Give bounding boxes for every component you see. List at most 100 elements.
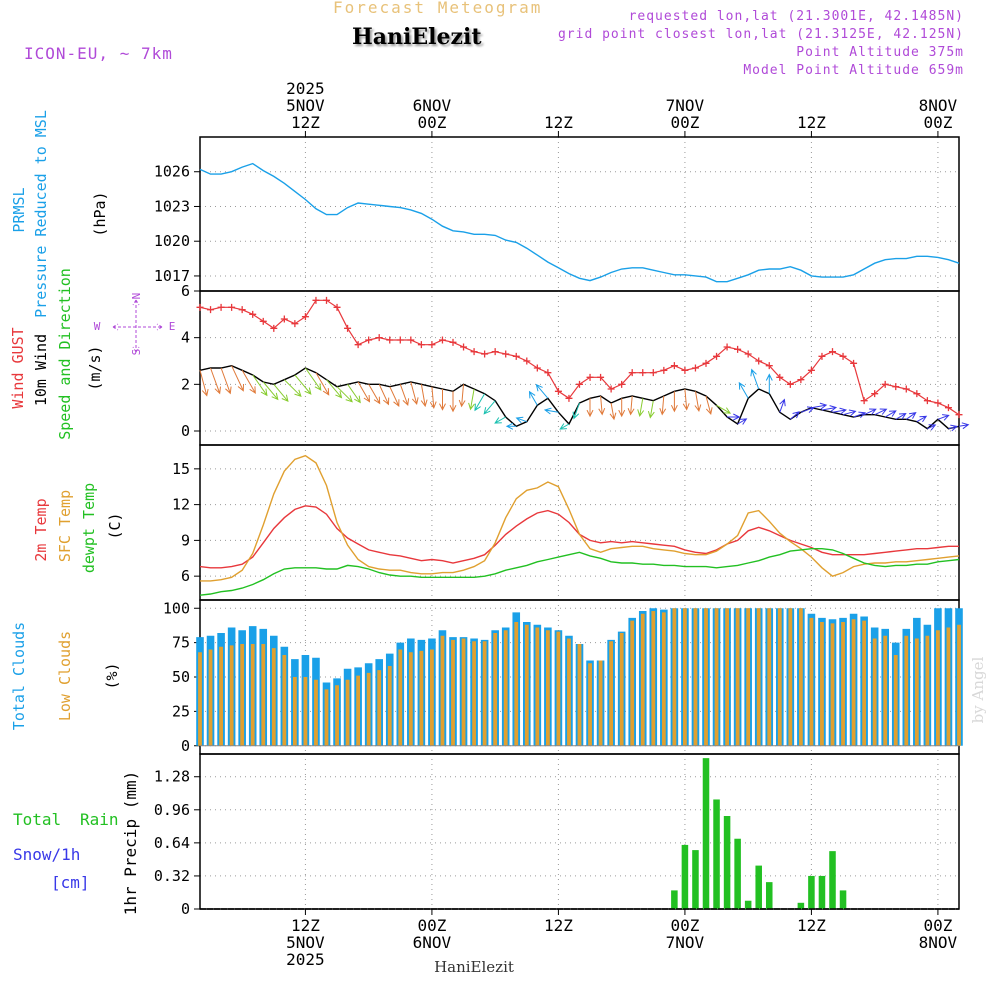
chart-title: Forecast Meteogram <box>333 0 543 17</box>
wind-gust-marker <box>934 399 942 407</box>
wind-gust-marker <box>417 341 425 349</box>
wind-arrow <box>410 381 419 405</box>
y-tick-label: 1023 <box>154 197 190 215</box>
x-tick-label-top: 00Z <box>923 113 952 132</box>
wind-arrow <box>543 407 559 415</box>
wind-arrow <box>304 367 322 391</box>
wind-gust-marker <box>428 341 436 349</box>
y-axis-title: (hPa) <box>91 191 109 236</box>
low-cloud-bar <box>872 638 877 746</box>
y-tick-label: 1026 <box>154 163 190 181</box>
wind-gust-marker <box>765 362 773 370</box>
wind-gust-marker <box>892 383 900 391</box>
wind-arrow <box>474 393 486 412</box>
wind-gust-marker <box>460 343 468 351</box>
precip-bar <box>765 882 773 909</box>
low-cloud-bar <box>820 622 824 746</box>
y-tick-label: 1020 <box>154 232 190 250</box>
low-cloud-bar <box>914 638 919 746</box>
y-axis-title: 1hr Precip (mm) <box>121 771 140 916</box>
wind-gust-marker <box>576 380 583 388</box>
x-tick-label-top: 12Z <box>797 113 826 132</box>
wind-arrow <box>821 405 838 412</box>
wind-arrow <box>231 365 244 392</box>
panel-frame <box>199 136 960 292</box>
panel-frame <box>199 290 960 446</box>
low-cloud-bar <box>756 608 761 746</box>
wind-arrow <box>637 398 645 417</box>
temp-line-sfc-temp <box>200 454 960 582</box>
x-tick-label-bottom: 00Z <box>670 916 699 935</box>
x-tick-label-bottom: 00Z <box>923 916 952 935</box>
wind-arrow <box>779 398 786 413</box>
wind-arrow <box>220 367 232 395</box>
wind-gust-marker <box>902 385 910 393</box>
wind-arrow <box>505 422 517 430</box>
wind-arrow <box>468 388 475 411</box>
location-name: HaniElezit <box>352 24 482 50</box>
low-cloud-bar <box>271 648 276 746</box>
wind-gust-marker <box>523 357 531 365</box>
precip-label-cm: [cm] <box>51 873 90 892</box>
x-tick-label-top: 7NOV <box>666 96 705 115</box>
wind-gust-marker <box>207 306 215 314</box>
temp-line-2m-temp <box>199 505 959 569</box>
wind-arrow <box>811 402 828 410</box>
wind-arrow <box>618 398 626 418</box>
wind-gust-marker <box>797 376 805 384</box>
y-tick-label: 1017 <box>154 267 190 285</box>
low-cloud-bar <box>324 689 329 746</box>
wind-gust-marker <box>249 310 257 318</box>
wind-arrow <box>283 379 302 397</box>
wind-arrow <box>948 424 958 432</box>
low-cloud-bar <box>240 644 245 746</box>
wind-arrow <box>458 384 466 408</box>
wind-gust-marker <box>544 369 552 377</box>
wind-gust-marker <box>407 336 415 344</box>
low-cloud-bar <box>567 638 571 746</box>
low-cloud-bar <box>335 685 339 746</box>
wind-gust-marker <box>354 341 362 349</box>
wind-arrow <box>294 374 312 395</box>
low-cloud-bar <box>440 635 445 746</box>
x-tick-label-top: 8NOV <box>919 96 958 115</box>
precip-bar <box>818 875 826 909</box>
y-tick-label: 75 <box>172 634 190 652</box>
precip-label-snow: Snow/1h <box>13 845 80 864</box>
wind-arrow <box>694 391 702 413</box>
low-cloud-bar <box>545 630 550 746</box>
wind-arrow <box>842 409 857 417</box>
wind-arrow <box>326 379 343 399</box>
wind-arrow <box>884 410 897 418</box>
wind-arrow <box>262 381 279 401</box>
x-tick-label-bottom: 5NOV <box>286 933 325 952</box>
low-cloud-bar <box>788 608 793 746</box>
wind-arrow <box>210 367 221 395</box>
y-tick-label: 4 <box>181 329 190 347</box>
low-cloud-bar <box>672 608 677 746</box>
low-cloud-bar <box>472 641 476 746</box>
wind-gust-marker <box>723 343 731 351</box>
wind-gust-marker <box>807 366 815 374</box>
precip-bar <box>744 900 752 909</box>
wind-gust-marker <box>691 364 699 372</box>
wind-gust-marker <box>375 334 383 342</box>
wind-arrow <box>315 372 330 396</box>
wind-gust-marker <box>607 385 615 393</box>
wind-gust-marker <box>280 315 288 323</box>
low-cloud-bar <box>387 666 392 746</box>
wind-gust-marker <box>323 296 330 304</box>
precip-bar <box>671 890 678 909</box>
y-axis-title: (%) <box>103 662 121 689</box>
wind-arrow <box>420 384 428 408</box>
y-tick-label: 0 <box>181 900 190 918</box>
wind-gust-line <box>199 299 960 416</box>
low-cloud-bar <box>292 677 297 746</box>
wind-gust-marker <box>512 352 520 360</box>
low-cloud-bar <box>851 619 856 746</box>
wind-gust-marker <box>755 357 763 365</box>
x-tick-label-bottom: 6NOV <box>413 933 452 952</box>
y-axis-title: dewpt Temp <box>80 483 98 573</box>
wind-arrow <box>199 370 209 397</box>
wind-arrow <box>439 389 446 411</box>
